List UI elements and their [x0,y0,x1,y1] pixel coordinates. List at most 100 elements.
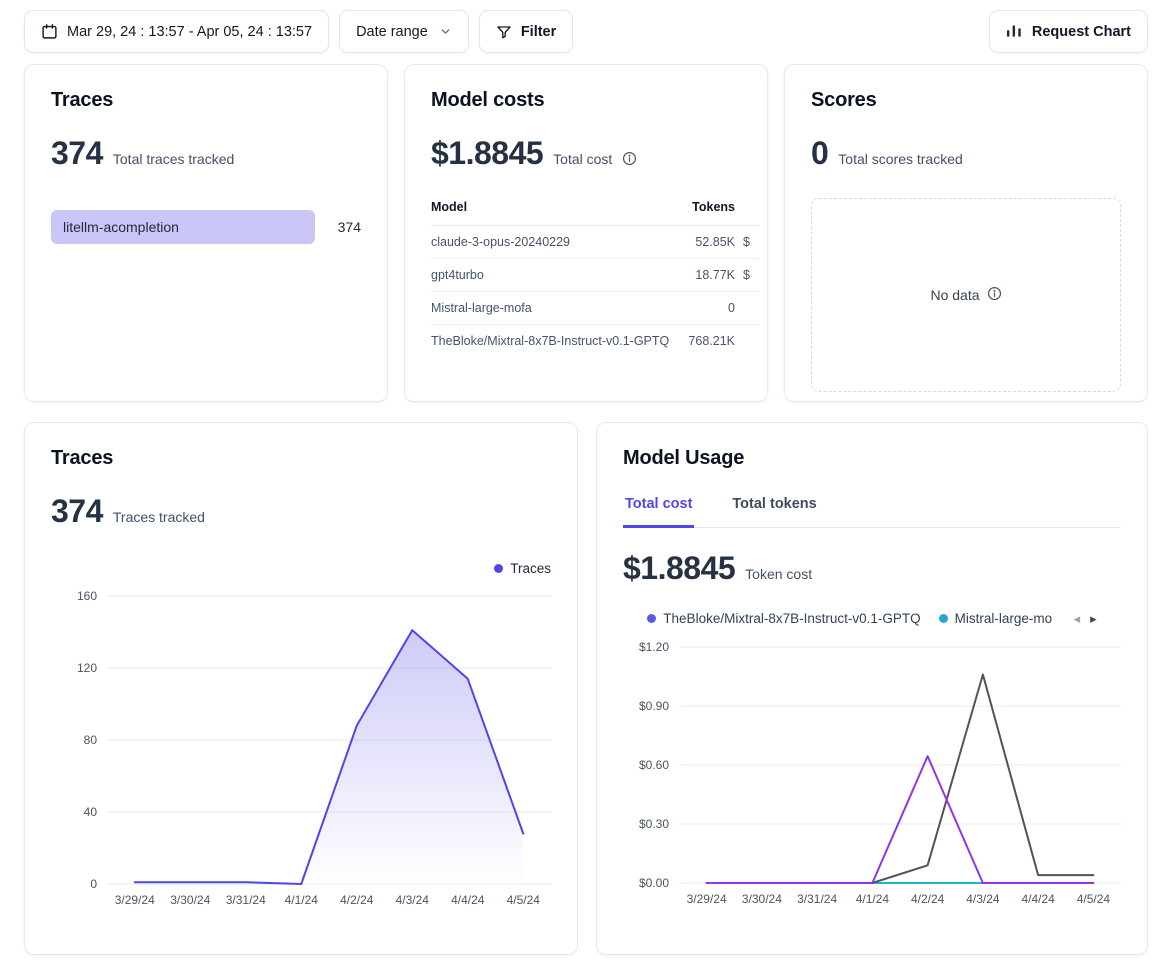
scores-total-value: 0 [811,135,829,171]
trace-name-bar-row[interactable]: litellm-acompletion 374 [51,210,361,244]
series-line [133,629,525,885]
y-axis-label: $0.90 [639,699,669,713]
scores-card: Scores 0 Total scores tracked No data [784,64,1148,402]
filter-icon [496,24,512,40]
x-axis-label: 4/5/24 [1077,892,1111,906]
token-cost-metric: $1.8845 Token cost [623,550,1121,587]
request-chart-button[interactable]: Request Chart [988,10,1148,53]
calendar-icon [41,23,58,40]
traces-summary-card: Traces 374 Total traces tracked litellm-… [24,64,388,402]
y-axis-label: $0.60 [639,758,669,772]
x-axis-label: 4/3/24 [396,893,430,907]
tab-total-tokens[interactable]: Total tokens [730,496,818,528]
model-tokens: 0 [728,301,735,315]
model-tokens: 768.21K [688,334,735,348]
toolbar: Mar 29, 24 : 13:57 - Apr 05, 24 : 13:57 … [24,10,1148,53]
column-header-model: Model [431,200,468,214]
legend-item: Mistral-large-mo [938,610,1054,626]
legend-dot [494,563,504,573]
model-tokens: 52.85K [695,235,735,249]
model-costs-total-value: $1.8845 [431,135,544,171]
filter-button[interactable]: Filter [478,10,574,53]
x-axis-label: 3/29/24 [687,892,727,906]
table-row: gpt4turbo 18.77K $ [431,259,759,292]
x-axis-label: 4/2/24 [911,892,945,906]
legend-dot [647,613,657,623]
x-axis-label: 3/30/24 [170,893,210,907]
x-axis-label: 4/1/24 [285,893,319,907]
traces-tracked-metric: 374 Traces tracked [51,493,551,530]
model-costs-total-metric: $1.8845 Total cost [431,135,741,172]
y-axis-label: 0 [90,877,97,891]
scores-total-subtitle: Total scores tracked [838,151,963,167]
trace-name-bar-value: 374 [337,219,361,235]
model-name: claude-3-opus-20240229 [431,235,570,249]
model-name: TheBloke/Mixtral-8x7B-Instruct-v0.1-GPTQ [431,334,670,348]
chart-legend: TheBloke/Mixtral-8x7B-Instruct-v0.1-GPTQ… [623,609,1121,627]
model-costs-card: Model costs $1.8845 Total cost Model Tok… [404,64,768,402]
x-axis-label: 4/3/24 [966,892,1000,906]
legend-next-button[interactable]: ▸ [1090,612,1097,625]
model-costs-table-header: Model Tokens [431,200,759,226]
traces-line-chart: 0 40 80 120 160 3/29/24 3/30/24 3/31/24 4/1/24 4/… [77,589,551,907]
x-axis-label: 4/5/24 [507,893,541,907]
chevron-left-icon: ◂ [1073,610,1081,626]
model-name: Mistral-large-mofa [431,301,532,315]
legend-dot [938,613,948,623]
traces-chart-card: Traces 374 Traces tracked Traces 0 40 80 12… [24,422,578,955]
series-area-fill [134,630,524,884]
model-usd-clipped: $ [743,235,750,249]
y-axis-label: 80 [84,733,98,747]
model-costs-table: Model Tokens claude-3-opus-20240229 52.8… [431,200,759,357]
x-axis-label: 3/30/24 [742,892,782,906]
toolbar-left-group: Mar 29, 24 : 13:57 - Apr 05, 24 : 13:57 … [24,10,574,53]
legend-item: TheBloke/Mixtral-8x7B-Instruct-v0.1-GPTQ [647,610,921,626]
token-cost-subtitle: Token cost [745,566,813,582]
date-range-dropdown-label: Date range [356,23,428,40]
y-axis-label: 120 [77,661,97,675]
model-costs-total-subtitle: Total cost [553,151,613,167]
legend-label: TheBloke/Mixtral-8x7B-Instruct-v0.1-GPTQ [663,610,921,626]
model-usage-tabs: Total cost Total tokens [623,496,1121,528]
bar-chart-icon [1006,24,1023,40]
date-range-picker-button[interactable]: Mar 29, 24 : 13:57 - Apr 05, 24 : 13:57 [24,10,330,53]
date-range-value: Mar 29, 24 : 13:57 - Apr 05, 24 : 13:57 [67,23,313,40]
y-axis-label: 40 [84,805,98,819]
chevron-down-icon [439,25,452,38]
summary-cards-row: Traces 374 Total traces tracked litellm-… [24,64,1148,402]
y-axis-label: $0.30 [639,817,669,831]
info-icon[interactable] [987,286,1002,304]
model-usage-chart-wrap: $0.00 $0.30 $0.60 $0.90 $1.20 3/29/24 3/30/24 3… [623,635,1121,922]
card-title: Traces [51,89,114,111]
card-title: Model costs [431,89,545,111]
chart-legend: Traces [51,560,551,576]
info-icon[interactable] [622,151,637,171]
model-usage-line-chart: $0.00 $0.30 $0.60 $0.90 $1.20 3/29/24 3/30/24 3… [639,640,1121,906]
x-axis-label: 3/31/24 [797,892,837,906]
no-data-placeholder: No data [811,198,1121,392]
date-range-dropdown[interactable]: Date range [339,10,469,53]
chevron-right-icon: ▸ [1090,610,1097,626]
traces-tracked-subtitle: Traces tracked [112,509,205,525]
card-title: Model Usage [623,447,745,469]
model-usd-clipped: $ [743,268,750,282]
legend-label: Traces [510,560,551,576]
table-row: Mistral-large-mofa 0 [431,292,759,325]
series-line [705,755,1095,884]
trace-name-bar[interactable]: litellm-acompletion [51,210,315,244]
x-axis-label: 4/1/24 [856,892,890,906]
x-axis-label: 3/29/24 [115,893,155,907]
traces-total-value: 374 [51,135,103,171]
tab-total-cost[interactable]: Total cost [623,496,695,528]
chart-cards-row: Traces 374 Traces tracked Traces 0 40 80 12… [24,422,1148,955]
traces-total-subtitle: Total traces tracked [112,151,235,167]
legend-prev-button[interactable]: ◂ [1074,612,1081,625]
legend-label: Mistral-large-mo [954,610,1053,626]
x-axis-label: 4/4/24 [1021,892,1055,906]
table-row: claude-3-opus-20240229 52.85K $ [431,226,759,259]
y-axis-label: $1.20 [639,640,669,654]
model-tokens: 18.77K [695,268,735,282]
legend-pager: ◂ ▸ [1074,612,1097,625]
y-axis-label: 160 [77,589,97,603]
